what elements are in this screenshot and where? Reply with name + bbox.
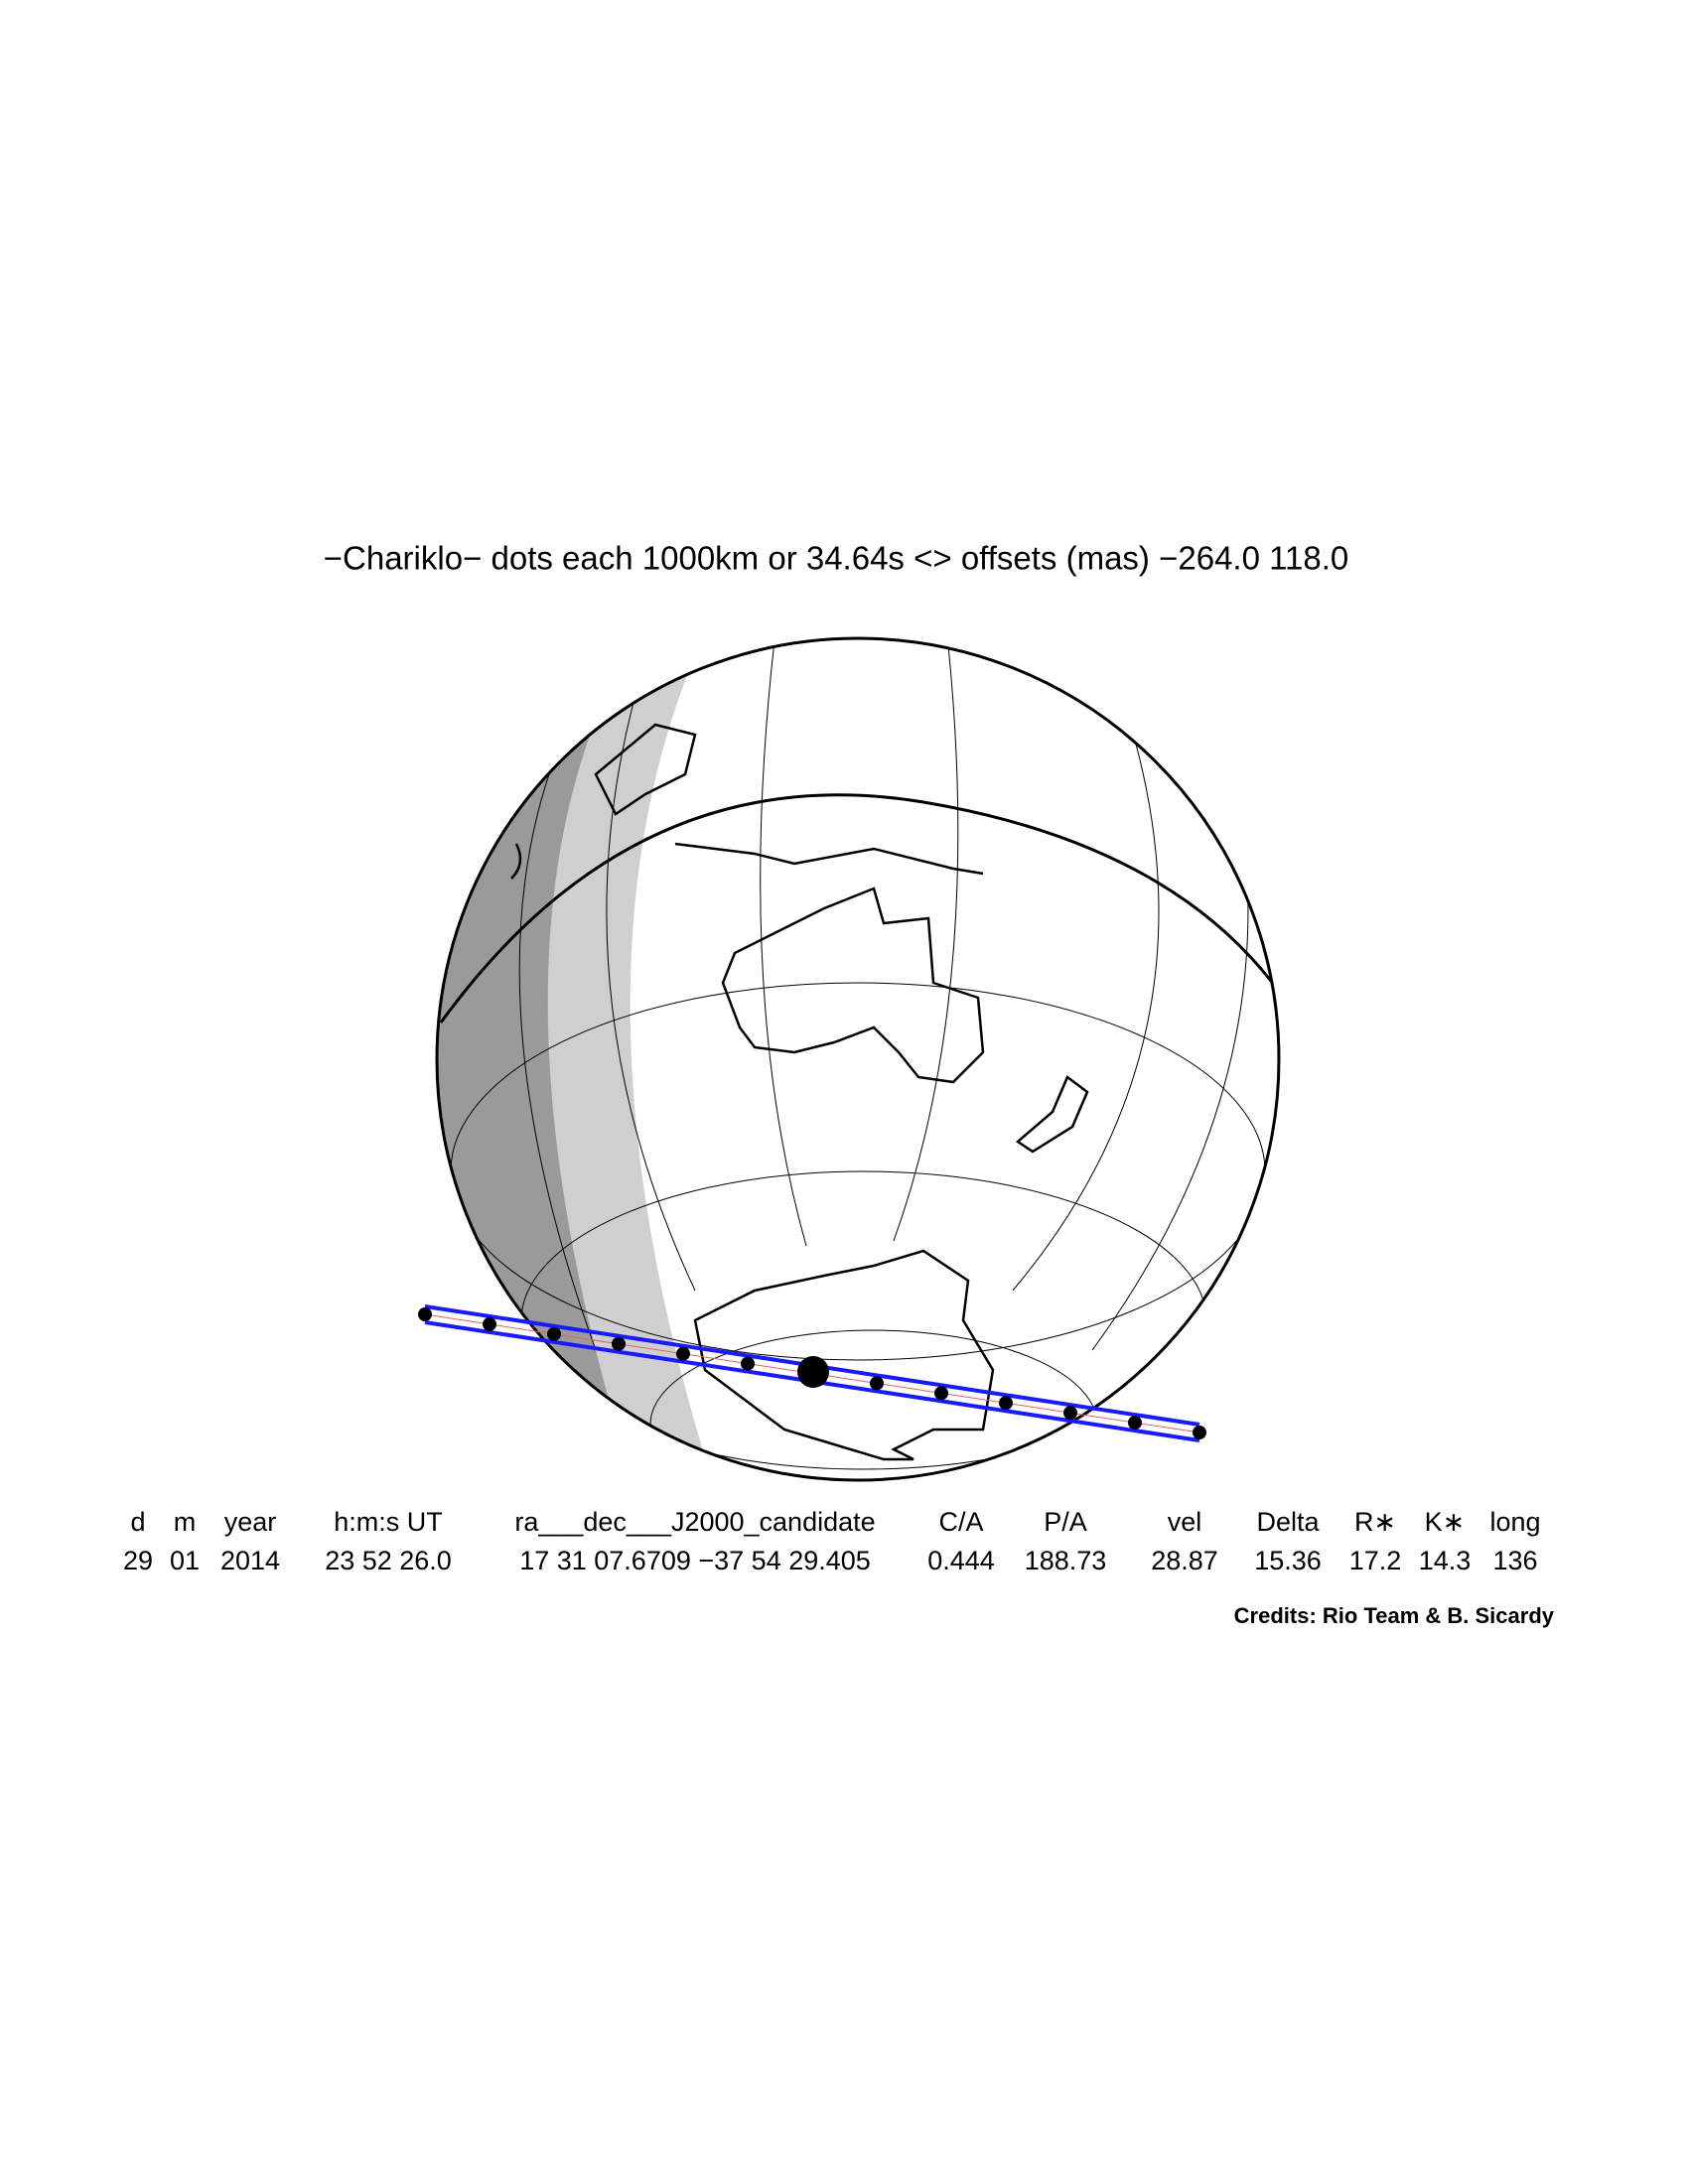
path-dot bbox=[1193, 1426, 1206, 1439]
antarctica bbox=[693, 1249, 995, 1461]
table-cell: 2014 bbox=[220, 1546, 280, 1575]
table-header: d bbox=[130, 1507, 145, 1537]
coast-fragment bbox=[510, 843, 522, 880]
meridian bbox=[518, 753, 597, 1351]
table-cell: 136 bbox=[1492, 1546, 1537, 1575]
path-dot bbox=[999, 1396, 1013, 1411]
table-cell: 01 bbox=[170, 1546, 200, 1575]
meridian bbox=[760, 639, 807, 1247]
table-cell: 17 31 07.6709 −37 54 29.405 bbox=[519, 1546, 871, 1575]
table-header: m bbox=[174, 1507, 197, 1537]
shadow-path bbox=[418, 1304, 1206, 1442]
table-header: vel bbox=[1168, 1507, 1202, 1537]
table-header: K∗ bbox=[1425, 1507, 1466, 1537]
path-dot bbox=[870, 1376, 884, 1391]
australia bbox=[721, 887, 985, 1084]
meridian bbox=[893, 644, 959, 1242]
closest-approach-dot bbox=[797, 1356, 829, 1388]
path-dot bbox=[483, 1316, 496, 1331]
globe bbox=[435, 636, 1281, 1482]
path-dot bbox=[418, 1307, 432, 1321]
table-header: long bbox=[1489, 1507, 1540, 1537]
table-cell: 14.3 bbox=[1419, 1546, 1472, 1575]
path-dot bbox=[676, 1346, 690, 1361]
event-table: d m year h:m:s UT ra___dec___J2000_candidate… bbox=[123, 1507, 1541, 1575]
table-header: R∗ bbox=[1354, 1507, 1396, 1537]
table-header: C/A bbox=[938, 1507, 983, 1537]
table-cell: 17.2 bbox=[1349, 1546, 1402, 1575]
table-header: Delta bbox=[1256, 1507, 1320, 1537]
path-dot bbox=[934, 1386, 948, 1401]
credits: Credits: Rio Team & B. Sicardy bbox=[1234, 1603, 1555, 1628]
globe-outline bbox=[435, 636, 1281, 1482]
path-dot bbox=[741, 1356, 755, 1371]
table-cell: 15.36 bbox=[1254, 1546, 1322, 1575]
table-cell: 28.87 bbox=[1151, 1546, 1218, 1575]
equator bbox=[439, 793, 1279, 1024]
table-cell: 188.73 bbox=[1025, 1546, 1107, 1575]
table-header: ra___dec___J2000_candidate bbox=[514, 1507, 875, 1537]
path-dot bbox=[1063, 1406, 1077, 1421]
table-header: year bbox=[224, 1507, 277, 1537]
table-cell: 29 bbox=[123, 1546, 153, 1575]
table-cell: 23 52 26.0 bbox=[325, 1546, 452, 1575]
path-dot bbox=[1128, 1416, 1142, 1431]
meridian bbox=[1012, 729, 1160, 1292]
table-header: h:m:s UT bbox=[334, 1507, 443, 1537]
coastlines bbox=[510, 723, 1089, 1461]
new-zealand bbox=[1015, 1075, 1089, 1154]
path-dot bbox=[547, 1326, 561, 1341]
table-cell: 0.444 bbox=[927, 1546, 995, 1575]
meridian bbox=[606, 694, 696, 1292]
asia-coast bbox=[594, 723, 697, 816]
table-header: P/A bbox=[1044, 1507, 1087, 1537]
islands bbox=[674, 842, 984, 876]
map-title: −Chariklo− dots each 1000km or 34.64s <>… bbox=[324, 540, 1349, 577]
path-dot bbox=[612, 1336, 626, 1351]
